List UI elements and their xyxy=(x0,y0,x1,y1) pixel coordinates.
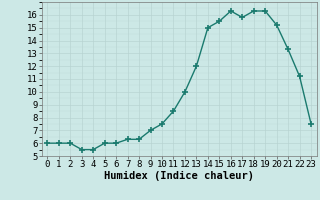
X-axis label: Humidex (Indice chaleur): Humidex (Indice chaleur) xyxy=(104,171,254,181)
